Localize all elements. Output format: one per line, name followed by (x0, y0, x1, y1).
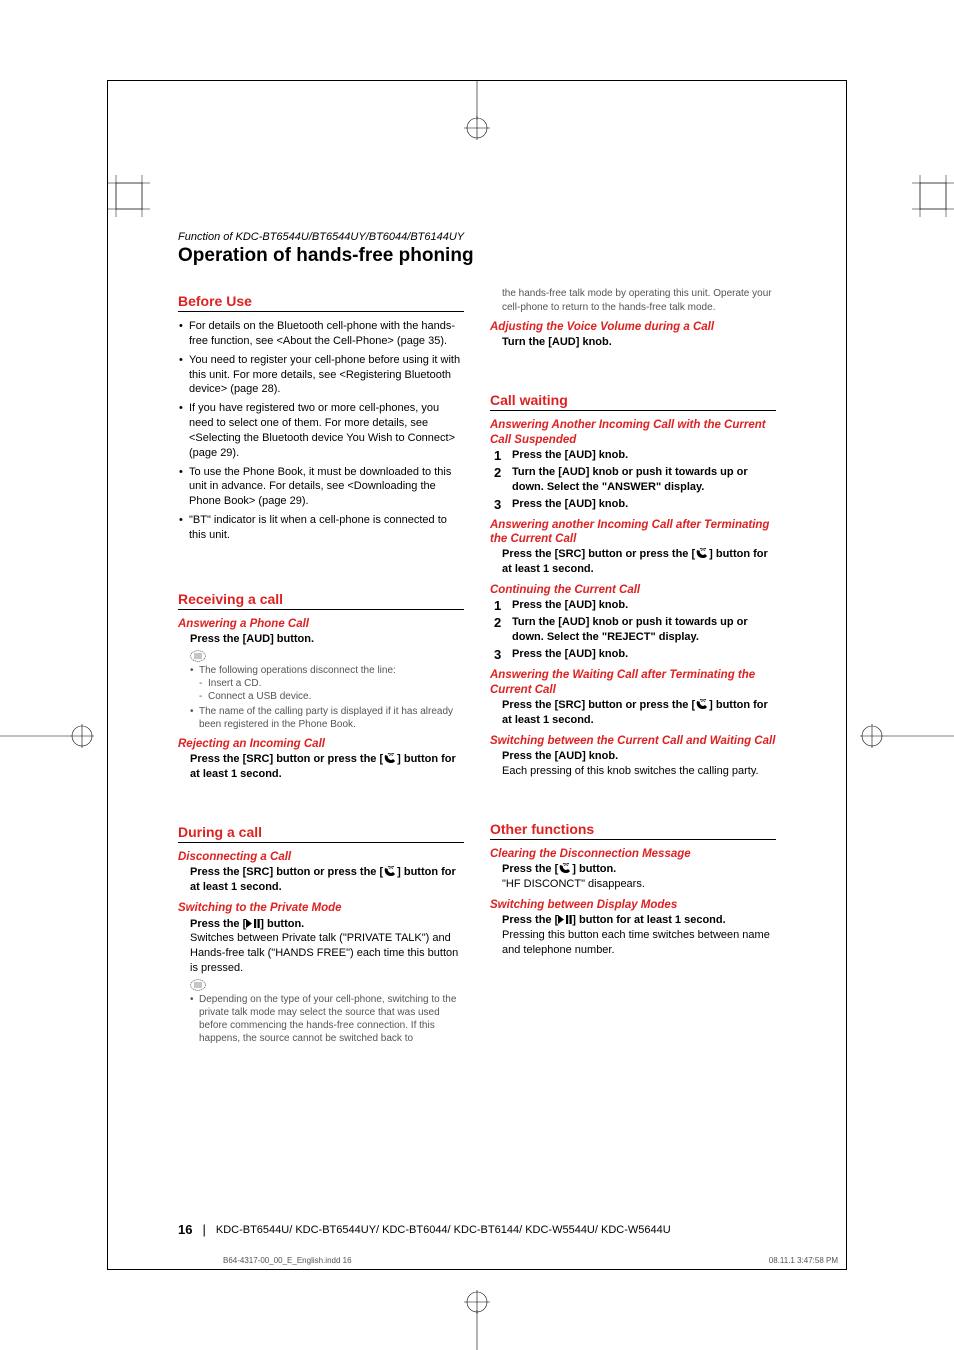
crop-mark-mid-right (854, 715, 954, 757)
subsection-voice-volume: Adjusting the Voice Volume during a Call (490, 320, 776, 334)
body-text: "HF DISCONCT" disappears. (490, 877, 776, 892)
subsection-cw1: Answering Another Incoming Call with the… (490, 418, 776, 447)
numbered-step: 2Turn the [AUD] knob or push it towards … (490, 615, 776, 645)
footer-models: KDC-BT6544U/ KDC-BT6544UY/ KDC-BT6044/ K… (216, 1224, 671, 1236)
page-frame: Function of KDC-BT6544U/BT6544UY/BT6044/… (107, 80, 847, 1270)
step-text: Press the [AUD] knob. (512, 647, 628, 662)
body-text: Switches between Private talk ("PRIVATE … (178, 931, 464, 976)
subsection-cw2: Answering another Incoming Call after Te… (490, 518, 776, 547)
function-line: Function of KDC-BT6544U/BT6544UY/BT6044/… (178, 231, 776, 243)
subsection-answering: Answering a Phone Call (178, 617, 464, 631)
page-header: Function of KDC-BT6544U/BT6544UY/BT6044/… (178, 231, 776, 269)
numbered-step: 3Press the [AUD] knob. (490, 647, 776, 662)
text-fragment: ] button. (572, 863, 616, 875)
instruction: Press the [ ] button for at least 1 secon… (490, 913, 776, 928)
step-text: Press the [AUD] knob. (512, 497, 628, 512)
text-fragment: Press the [ (190, 918, 246, 930)
phone-icon (695, 699, 709, 710)
imprint-right: 08.11.1 3:47:58 PM (769, 1256, 838, 1265)
list-item: For details on the Bluetooth cell-phone … (178, 319, 464, 349)
instruction: Press the [SRC] button or press the [] b… (490, 547, 776, 577)
subsection-cw4: Answering the Waiting Call after Termina… (490, 668, 776, 697)
body-text: Pressing this button each time switches … (490, 928, 776, 958)
instruction: Press the [ ] button. (178, 917, 464, 932)
instruction: Press the [AUD] button. (178, 632, 464, 647)
phone-icon (383, 866, 397, 877)
subsection-rejecting: Rejecting an Incoming Call (178, 737, 464, 751)
page-title: Operation of hands-free phoning (178, 245, 776, 269)
right-column: the hands-free talk mode by operating th… (490, 287, 776, 1047)
subsection-cw3: Continuing the Current Call (490, 583, 776, 597)
text-fragment: Press the [ (502, 863, 558, 875)
imprint-left: B64-4317-00_00_E_English.indd 16 (223, 1256, 352, 1265)
numbered-step: 1Press the [AUD] knob. (490, 598, 776, 613)
note-sub-item: Insert a CD. (199, 677, 464, 690)
instruction: Press the [ ] button. (490, 862, 776, 877)
instruction: Press the [SRC] button or press the [] b… (490, 698, 776, 728)
note-text: The following operations disconnect the … (199, 665, 396, 676)
text-fragment: Press the [SRC] button or press the [ (190, 753, 383, 765)
left-column: Before Use For details on the Bluetooth … (178, 287, 464, 1047)
subsection-clearing: Clearing the Disconnection Message (490, 847, 776, 861)
note-sub-item: Connect a USB device. (199, 690, 464, 703)
phone-icon (558, 863, 572, 874)
section-call-waiting: Call waiting (490, 392, 776, 411)
continued-note: the hands-free talk mode by operating th… (490, 287, 776, 314)
section-during: During a call (178, 824, 464, 843)
phone-icon (383, 753, 397, 764)
text-fragment: Press the [SRC] button or press the [ (502, 699, 695, 711)
text-fragment: ] button for at least 1 second. (572, 914, 725, 926)
subsection-display-modes: Switching between Display Modes (490, 898, 776, 912)
text-fragment: Press the [ (502, 914, 558, 926)
step-text: Press the [AUD] knob. (512, 598, 628, 613)
instruction: Press the [SRC] button or press the [] b… (178, 752, 464, 782)
note-list: Depending on the type of your cell-phone… (178, 993, 464, 1045)
note-icon (190, 650, 206, 662)
crop-mark-bottom-center (456, 1290, 498, 1350)
instruction: Press the [SRC] button or press the [] b… (178, 865, 464, 895)
list-item: "BT" indicator is lit when a cell-phone … (178, 513, 464, 543)
before-use-list: For details on the Bluetooth cell-phone … (178, 319, 464, 543)
section-receiving: Receiving a call (178, 591, 464, 610)
text-fragment: Press the [SRC] button or press the [ (190, 866, 383, 878)
two-column-layout: Before Use For details on the Bluetooth … (178, 287, 776, 1047)
text-fragment: ] button. (260, 918, 304, 930)
list-item: To use the Phone Book, it must be downlo… (178, 465, 464, 510)
step-text: Turn the [AUD] knob or push it towards u… (512, 615, 776, 645)
play-pause-icon (246, 919, 260, 928)
subsection-disconnect: Disconnecting a Call (178, 850, 464, 864)
step-text: Turn the [AUD] knob or push it towards u… (512, 465, 776, 495)
instruction: Turn the [AUD] knob. (490, 335, 776, 350)
numbered-step: 2Turn the [AUD] knob or push it towards … (490, 465, 776, 495)
play-pause-icon (558, 915, 572, 924)
note-item: The following operations disconnect the … (190, 664, 464, 703)
note-item: The name of the calling party is display… (190, 705, 464, 731)
section-other: Other functions (490, 821, 776, 840)
subsection-cw5: Switching between the Current Call and W… (490, 734, 776, 748)
note-icon (190, 979, 206, 991)
numbered-step: 1Press the [AUD] knob. (490, 448, 776, 463)
crop-mark-mid-left (0, 715, 100, 757)
phone-icon (695, 548, 709, 559)
body-text: Each pressing of this knob switches the … (490, 764, 776, 779)
note-item: Depending on the type of your cell-phone… (190, 993, 464, 1045)
section-before-use: Before Use (178, 293, 464, 312)
page-number: 16 (178, 1222, 192, 1237)
footer-separator: | (202, 1222, 205, 1237)
content-area: Function of KDC-BT6544U/BT6544UY/BT6044/… (178, 231, 776, 1219)
page-footer: 16 | KDC-BT6544U/ KDC-BT6544UY/ KDC-BT60… (178, 1222, 776, 1237)
instruction: Press the [AUD] knob. (490, 749, 776, 764)
numbered-step: 3Press the [AUD] knob. (490, 497, 776, 512)
list-item: You need to register your cell-phone bef… (178, 353, 464, 398)
crop-mark-top-right (912, 175, 954, 217)
list-item: If you have registered two or more cell-… (178, 401, 464, 460)
subsection-private: Switching to the Private Mode (178, 901, 464, 915)
step-text: Press the [AUD] knob. (512, 448, 628, 463)
note-list: The following operations disconnect the … (178, 664, 464, 731)
text-fragment: Press the [SRC] button or press the [ (502, 548, 695, 560)
